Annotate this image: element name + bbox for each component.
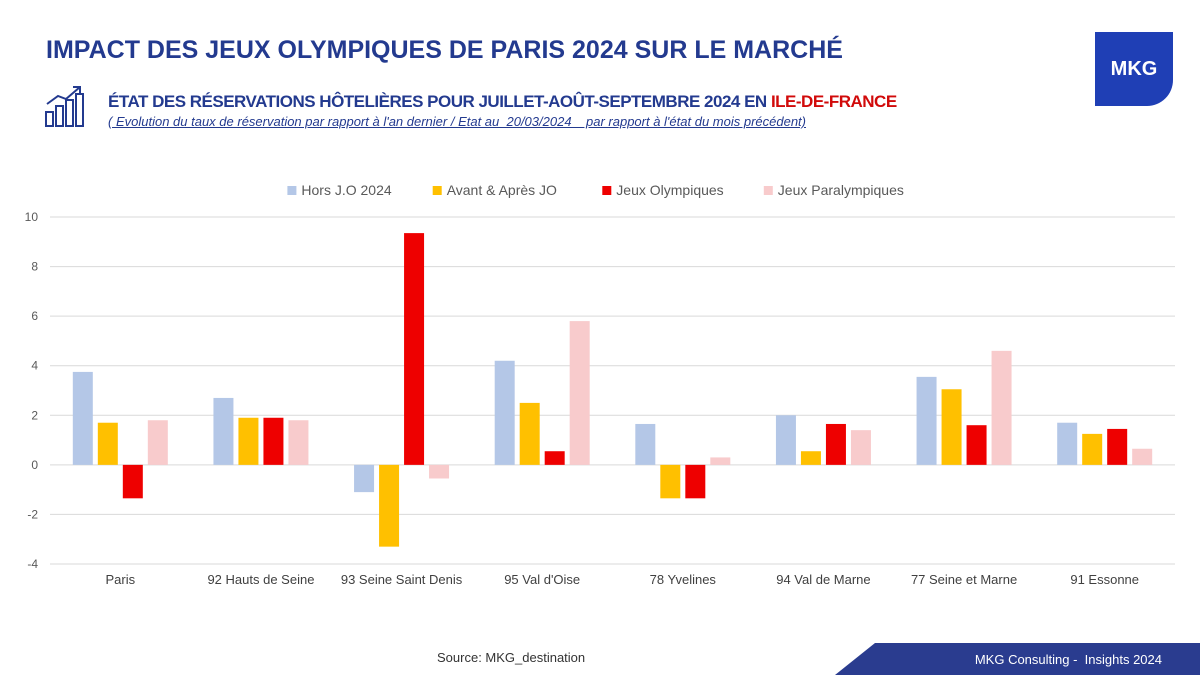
bar bbox=[916, 376, 937, 465]
bar bbox=[519, 402, 540, 465]
subtitle: ÉTAT DES RÉSERVATIONS HÔTELIÈRES POUR JU… bbox=[108, 92, 897, 112]
y-tick-label: 4 bbox=[31, 359, 38, 373]
bar bbox=[775, 415, 796, 465]
bar bbox=[941, 389, 962, 465]
legend-swatch bbox=[602, 186, 612, 195]
bar bbox=[635, 423, 656, 465]
legend-label: Jeux Paralympiques bbox=[778, 182, 904, 198]
x-tick-label: 92 Hauts de Seine bbox=[207, 572, 314, 587]
legend-label: Avant & Après JO bbox=[447, 182, 557, 198]
footer-banner: MKG Consulting - Insights 2024 bbox=[835, 643, 1200, 675]
bar bbox=[213, 397, 234, 465]
x-tick-label: Paris bbox=[106, 572, 136, 587]
legend-swatch bbox=[287, 186, 297, 195]
y-tick-label: -4 bbox=[27, 557, 38, 571]
x-tick-label: 94 Val de Marne bbox=[776, 572, 870, 587]
y-tick-label: 0 bbox=[31, 458, 38, 472]
bar bbox=[494, 360, 515, 465]
bar bbox=[1082, 433, 1103, 465]
y-tick-label: -2 bbox=[27, 507, 38, 521]
mkg-logo: MKG bbox=[1095, 32, 1173, 106]
bar bbox=[97, 422, 118, 465]
bar bbox=[544, 451, 565, 465]
y-tick-label: 10 bbox=[25, 210, 39, 224]
bar bbox=[850, 430, 871, 465]
bar bbox=[991, 350, 1012, 465]
bar bbox=[1057, 422, 1078, 465]
bar bbox=[429, 464, 450, 479]
legend-label: Jeux Olympiques bbox=[616, 182, 723, 198]
bar bbox=[710, 457, 731, 465]
x-tick-label: 78 Yvelines bbox=[650, 572, 717, 587]
x-tick-label: 95 Val d'Oise bbox=[504, 572, 580, 587]
page-title: IMPACT DES JEUX OLYMPIQUES DE PARIS 2024… bbox=[46, 36, 843, 64]
x-tick-label: 93 Seine Saint Denis bbox=[341, 572, 463, 587]
subtitle-main: ÉTAT DES RÉSERVATIONS HÔTELIÈRES POUR JU… bbox=[108, 92, 771, 111]
subtitle-region: ILE-DE-FRANCE bbox=[770, 92, 897, 111]
bar bbox=[122, 464, 143, 499]
y-tick-label: 8 bbox=[31, 260, 38, 274]
source-note: Source: MKG_destination bbox=[437, 650, 586, 665]
bar bbox=[800, 451, 821, 465]
bar-chart: -4 -2 0 2 4 6 8 10 Paris 92 Hauts de Seine 93 Sein… bbox=[25, 182, 1175, 587]
legend-swatch bbox=[432, 186, 442, 195]
bar bbox=[569, 321, 590, 465]
x-tick-label: 91 Essonne bbox=[1070, 572, 1139, 587]
bar bbox=[685, 464, 706, 499]
y-tick-label: 6 bbox=[31, 309, 38, 323]
bar bbox=[825, 423, 846, 465]
bar bbox=[966, 425, 987, 465]
bar bbox=[147, 420, 168, 465]
legend-swatch bbox=[763, 186, 773, 195]
bar bbox=[1107, 428, 1128, 465]
y-tick-label: 2 bbox=[31, 408, 38, 422]
legend-label: Hors J.O 2024 bbox=[301, 182, 391, 198]
footer-brand-text: MKG Consulting - Insights 2024 bbox=[974, 652, 1162, 667]
bar bbox=[288, 420, 309, 465]
bar bbox=[660, 464, 681, 499]
bar bbox=[238, 417, 259, 465]
subtitle-note: ( Evolution du taux de réservation par r… bbox=[108, 114, 806, 129]
growth-chart-icon bbox=[45, 86, 84, 127]
bar bbox=[404, 233, 425, 465]
bar bbox=[1132, 448, 1153, 465]
logo-text: MKG bbox=[1110, 57, 1158, 80]
bar bbox=[379, 464, 400, 547]
bar bbox=[263, 417, 284, 465]
x-tick-label: 77 Seine et Marne bbox=[911, 572, 1017, 587]
bar bbox=[72, 371, 93, 465]
bar bbox=[354, 464, 375, 493]
